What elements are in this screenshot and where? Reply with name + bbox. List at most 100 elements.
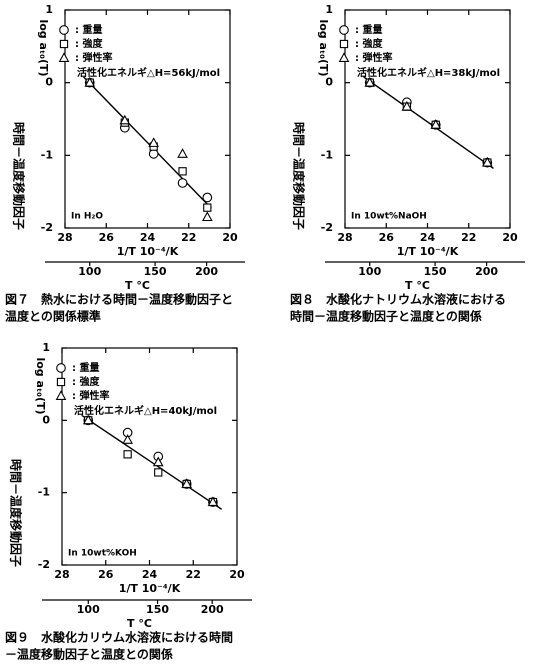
y-tick-label: -2 [41,221,53,234]
legend-marker [56,363,66,373]
legend-label: : 重量 [72,361,99,374]
y-tick-label: 1 [45,3,53,16]
legend-label: : 弾性率 [355,51,392,64]
x-tick-label: 22 [461,231,476,244]
x-tick-label: 26 [379,231,395,244]
x-axis-label: 1/T 10⁻⁴/K [397,245,459,258]
y-axis-label-2: log aₜ₀(T) [317,19,330,76]
annotation: 活性化エネルギ△H=40kJ/mol [74,404,217,417]
legend-marker [339,25,349,35]
marker-triangle [148,137,160,147]
marker-triangle [430,119,442,129]
marker-square [178,167,187,176]
y-axis-label: 時間－温度移動因子 [9,459,24,567]
t-tick-label: 100 [78,265,101,278]
x-tick-label: 26 [98,568,114,581]
legend-marker [55,390,67,400]
x-tick-label: 22 [181,231,196,244]
legend-label: : 重量 [75,23,102,36]
t-tick-label: 200 [201,603,224,616]
x-tick-label: 24 [140,231,156,244]
fit-line [363,76,494,169]
caption: 温度との関係標準 [5,309,101,324]
marker-square [203,203,212,212]
legend-marker [58,52,70,62]
x-tick-label: 28 [337,231,352,244]
legend-marker [59,39,69,49]
marker-triangle [177,148,188,158]
y-tick-label: 1 [325,3,333,16]
marker-triangle [181,478,193,488]
y-axis-label-2: log aₜ₀(T) [37,19,50,76]
legend-label: : 強度 [75,37,103,50]
marker-triangle [122,434,133,444]
t-axis-label: T °C [405,279,430,292]
x-axis-label: 1/T 10⁻⁴/K [119,582,181,595]
y-tick-label: 0 [42,413,50,426]
t-axis-label: T °C [125,279,150,292]
x-tick-label: 28 [54,568,69,581]
x-tick-label: 22 [186,568,201,581]
y-tick-label: 0 [325,76,333,89]
y-tick-label: -1 [321,148,333,161]
medium-label: In 10wt%NaOH [351,212,427,222]
y-axis-label: 時間－温度移動因子 [292,122,307,230]
legend-label: : 強度 [355,37,383,50]
t-tick-label: 150 [424,265,447,278]
marker-circle [177,178,188,188]
legend-marker [339,39,349,49]
t-tick-label: 200 [195,265,218,278]
caption: 図８ 水酸化ナトリウム水溶液における [290,292,506,307]
x-tick-label: 24 [420,231,436,244]
x-tick-label: 24 [142,568,158,581]
y-axis-label-2: log aₜ₀(T) [34,357,47,414]
t-tick-label: 200 [475,265,498,278]
y-axis-label: 時間－温度移動因子 [12,122,27,230]
marker-triangle [207,496,219,507]
legend-label: : 重量 [355,23,382,36]
t-tick-label: 150 [146,603,169,616]
x-tick-label: 20 [229,568,245,581]
marker-triangle [401,100,413,111]
marker-square [154,468,163,477]
legend-marker [56,377,66,387]
marker-circle [148,149,159,159]
marker-triangle [201,211,213,222]
caption: 図７ 熱水における時間－温度移動因子と [5,292,233,307]
fit-line [81,414,223,510]
y-tick-label: 1 [42,341,50,354]
marker-triangle [364,76,376,87]
x-axis-label: 1/T 10⁻⁴/K [117,245,179,258]
marker-triangle [152,456,164,467]
y-tick-label: -2 [38,558,50,571]
caption: 時間－温度移動因子と温度との関係 [290,309,482,324]
caption: 図９ 水酸化カリウム水溶液における時間 [5,630,233,645]
t-axis-label: T °C [127,617,152,630]
marker-triangle [82,414,94,425]
x-tick-label: 20 [502,231,518,244]
t-tick-label: 100 [358,265,381,278]
marker-triangle [119,114,131,125]
medium-label: In H₂O [71,212,103,222]
marker-circle [202,192,213,203]
t-tick-label: 100 [77,603,100,616]
annotation: 活性化エネルギ△H=38kJ/mol [357,66,500,79]
legend-label: : 弾性率 [75,51,112,64]
x-tick-label: 26 [99,231,115,244]
marker-triangle [84,76,96,87]
legend-label: : 強度 [72,375,100,388]
x-tick-label: 28 [57,231,72,244]
x-tick-label: 20 [222,231,238,244]
annotation: 活性化エネルギ△H=56kJ/mol [77,66,220,79]
y-tick-label: -2 [321,221,333,234]
t-tick-label: 150 [144,265,167,278]
legend-label: : 弾性率 [72,389,109,402]
caption: －温度移動因子と温度との関係 [5,647,173,662]
marker-square [123,450,132,459]
legend-marker [59,25,69,35]
fit-line [83,76,212,209]
y-tick-label: 0 [45,76,53,89]
legend-marker [338,52,350,62]
y-tick-label: -1 [41,148,53,161]
